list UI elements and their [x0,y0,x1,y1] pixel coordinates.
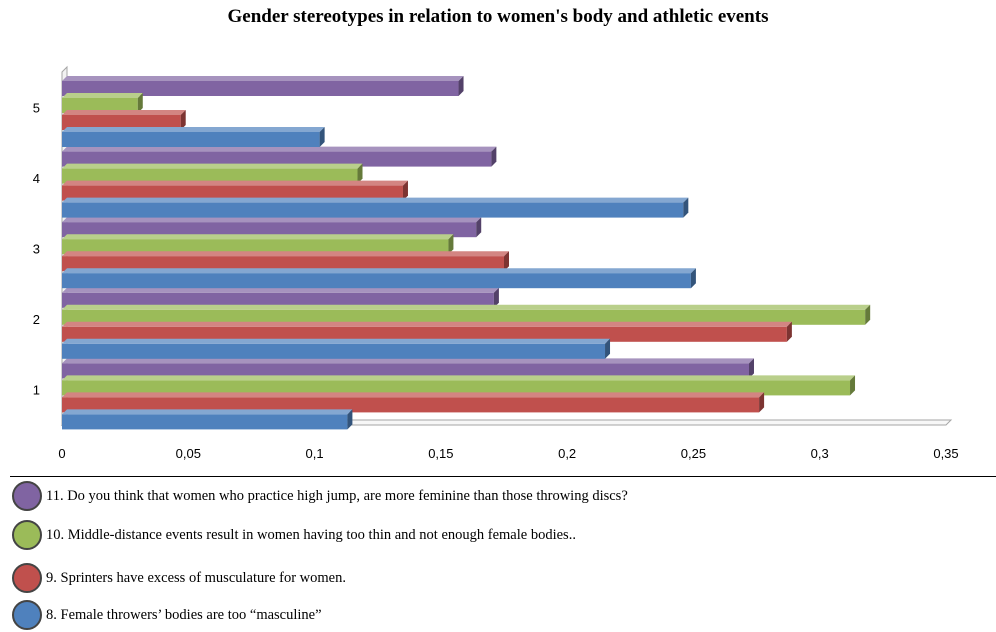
bar-end-series-0-cat-3 [690,268,696,289]
bar-top-series-3-cat-5 [62,76,464,81]
bar-end-series-2-cat-3 [448,234,454,255]
bar-end-series-2-cat-5 [137,93,143,113]
bar-series-2-cat-3 [62,239,449,255]
legend-item-series-9: 9. Sprinters have excess of musculature … [12,561,346,595]
bar-series-1-cat-4 [62,185,403,201]
legend-label-series-11: 11. Do you think that women who practice… [46,487,628,504]
legend-item-series-10: 10. Middle-distance events result in wom… [12,518,576,552]
bar-top-series-2-cat-1 [62,375,856,381]
bar-end-series-3-cat-5 [458,76,464,96]
bar-chart-plot: 1 2 3 4 5 0 0,05 0,1 0,15 0,2 0,25 0,3 0,35 [33,65,959,461]
x-tick-label-7: 0,35 [933,446,958,461]
bar-series-2-cat-4 [62,168,358,184]
bar-series-2-cat-2 [62,309,866,325]
bar-series-3-cat-2 [62,292,494,308]
x-tick-label-5: 0,25 [681,446,706,461]
x-tick-label-0: 0 [58,446,65,461]
bar-series-3-cat-5 [62,81,459,96]
bar-end-series-3-cat-1 [748,358,754,379]
bar-end-series-3-cat-4 [491,146,497,167]
bar-series-0-cat-5 [62,132,320,147]
bar-end-series-1-cat-2 [786,321,792,342]
chart-legend: 11. Do you think that women who practice… [0,478,996,630]
legend-swatch-purple-icon [12,481,42,511]
bar-end-series-2-cat-4 [357,163,363,184]
bar-series-1-cat-2 [62,326,787,342]
y-tick-label-1: 1 [33,383,40,398]
bar-top-series-0-cat-1 [62,409,353,415]
x-tick-label-6: 0,3 [811,446,829,461]
y-tick-label-5: 5 [33,100,40,115]
legend-swatch-green-icon [12,520,42,550]
bar-series-3-cat-1 [62,363,749,379]
legend-divider [10,476,996,477]
legend-swatch-blue-icon [12,600,42,630]
bar-series-3-cat-3 [62,222,477,238]
bar-top-series-3-cat-4 [62,146,497,152]
bar-end-series-2-cat-2 [865,304,871,325]
bar-series-1-cat-1 [62,397,760,413]
bar-end-series-1-cat-1 [759,392,765,413]
bar-end-series-2-cat-1 [850,375,856,396]
legend-swatch-red-icon [12,563,42,593]
bar-top-series-0-cat-5 [62,127,325,132]
bar-end-series-0-cat-5 [319,127,325,147]
bar-end-series-3-cat-3 [476,217,482,238]
bar-top-series-0-cat-2 [62,338,611,344]
x-tick-label-3: 0,15 [428,446,453,461]
bar-series-3-cat-4 [62,151,492,167]
legend-label-series-10: 10. Middle-distance events result in wom… [46,526,576,543]
bar-end-series-3-cat-2 [493,287,499,308]
bar-top-series-2-cat-4 [62,163,363,169]
bar-top-series-1-cat-2 [62,321,792,327]
x-tick-label-4: 0,2 [558,446,576,461]
bar-end-series-1-cat-3 [504,251,509,272]
bar-top-series-1-cat-3 [62,251,509,257]
bar-series-1-cat-3 [62,256,504,272]
bar-top-series-3-cat-3 [62,217,482,223]
legend-label-series-9: 9. Sprinters have excess of musculature … [46,569,346,586]
bar-series-0-cat-1 [62,414,348,430]
bar-series-0-cat-2 [62,343,606,359]
bar-top-series-0-cat-3 [62,268,696,274]
bar-top-series-3-cat-2 [62,287,499,293]
bar-end-series-0-cat-2 [605,338,611,359]
bar-end-series-0-cat-1 [347,409,353,430]
legend-label-series-8: 8. Female throwers’ bodies are too “masc… [46,606,322,623]
bar-top-series-2-cat-2 [62,304,871,310]
y-tick-label-3: 3 [33,242,40,257]
bar-top-series-2-cat-3 [62,234,454,240]
x-tick-label-1: 0,05 [176,446,201,461]
x-tick-label-2: 0,1 [306,446,324,461]
bar-top-series-1-cat-4 [62,180,408,186]
legend-item-series-8: 8. Female throwers’ bodies are too “masc… [12,598,322,632]
bar-top-series-0-cat-4 [62,197,689,203]
bar-top-series-1-cat-1 [62,392,765,398]
bar-top-series-3-cat-1 [62,358,754,364]
y-tick-label-2: 2 [33,312,40,327]
bar-top-series-2-cat-5 [62,93,143,98]
bar-end-series-1-cat-5 [180,110,186,130]
bar-end-series-1-cat-4 [402,180,408,201]
bar-end-series-0-cat-4 [683,197,689,218]
bar-series-0-cat-4 [62,202,684,218]
chart-title: Gender stereotypes in relation to women'… [227,6,769,27]
bar-series-2-cat-1 [62,380,851,396]
legend-item-series-11: 11. Do you think that women who practice… [12,479,628,513]
bar-series-0-cat-3 [62,273,691,289]
y-tick-label-4: 4 [33,171,40,186]
bar-top-series-1-cat-5 [62,110,186,115]
bar-series-1-cat-5 [62,115,181,130]
bar-series-2-cat-5 [62,98,138,113]
